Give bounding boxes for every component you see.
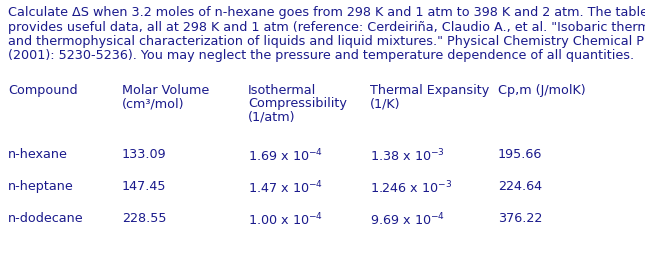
Text: Thermal Expansity: Thermal Expansity: [370, 84, 490, 97]
Text: (2001): 5230-5236). You may neglect the pressure and temperature dependence of a: (2001): 5230-5236). You may neglect the …: [8, 49, 634, 62]
Text: Molar Volume: Molar Volume: [122, 84, 209, 97]
Text: Isothermal: Isothermal: [248, 84, 316, 97]
Text: (1/K): (1/K): [370, 97, 401, 110]
Text: (1/atm): (1/atm): [248, 110, 295, 123]
Text: n-hexane: n-hexane: [8, 147, 68, 160]
Text: (cm³/mol): (cm³/mol): [122, 97, 184, 110]
Text: 376.22: 376.22: [498, 211, 542, 224]
Text: 1.00 x 10$^{-4}$: 1.00 x 10$^{-4}$: [248, 211, 323, 228]
Text: n-heptane: n-heptane: [8, 179, 74, 192]
Text: 224.64: 224.64: [498, 179, 542, 192]
Text: 1.47 x 10$^{-4}$: 1.47 x 10$^{-4}$: [248, 179, 323, 196]
Text: 1.246 x 10$^{-3}$: 1.246 x 10$^{-3}$: [370, 179, 452, 196]
Text: 9.69 x 10$^{-4}$: 9.69 x 10$^{-4}$: [370, 211, 445, 228]
Text: 1.69 x 10$^{-4}$: 1.69 x 10$^{-4}$: [248, 147, 323, 164]
Text: Compressibility: Compressibility: [248, 97, 347, 110]
Text: and thermophysical characterization of liquids and liquid mixtures." Physical Ch: and thermophysical characterization of l…: [8, 35, 645, 48]
Text: 1.38 x 10$^{-3}$: 1.38 x 10$^{-3}$: [370, 147, 445, 164]
Text: Cp,m (J/molK): Cp,m (J/molK): [498, 84, 586, 97]
Text: Compound: Compound: [8, 84, 77, 97]
Text: 195.66: 195.66: [498, 147, 542, 160]
Text: n-dodecane: n-dodecane: [8, 211, 84, 224]
Text: provides useful data, all at 298 K and 1 atm (reference: Cerdeiriña, Claudio A.,: provides useful data, all at 298 K and 1…: [8, 20, 645, 33]
Text: Calculate ΔS when 3.2 moles of n-hexane goes from 298 K and 1 atm to 398 K and 2: Calculate ΔS when 3.2 moles of n-hexane …: [8, 6, 645, 19]
Text: 147.45: 147.45: [122, 179, 166, 192]
Text: 228.55: 228.55: [122, 211, 166, 224]
Text: 133.09: 133.09: [122, 147, 166, 160]
